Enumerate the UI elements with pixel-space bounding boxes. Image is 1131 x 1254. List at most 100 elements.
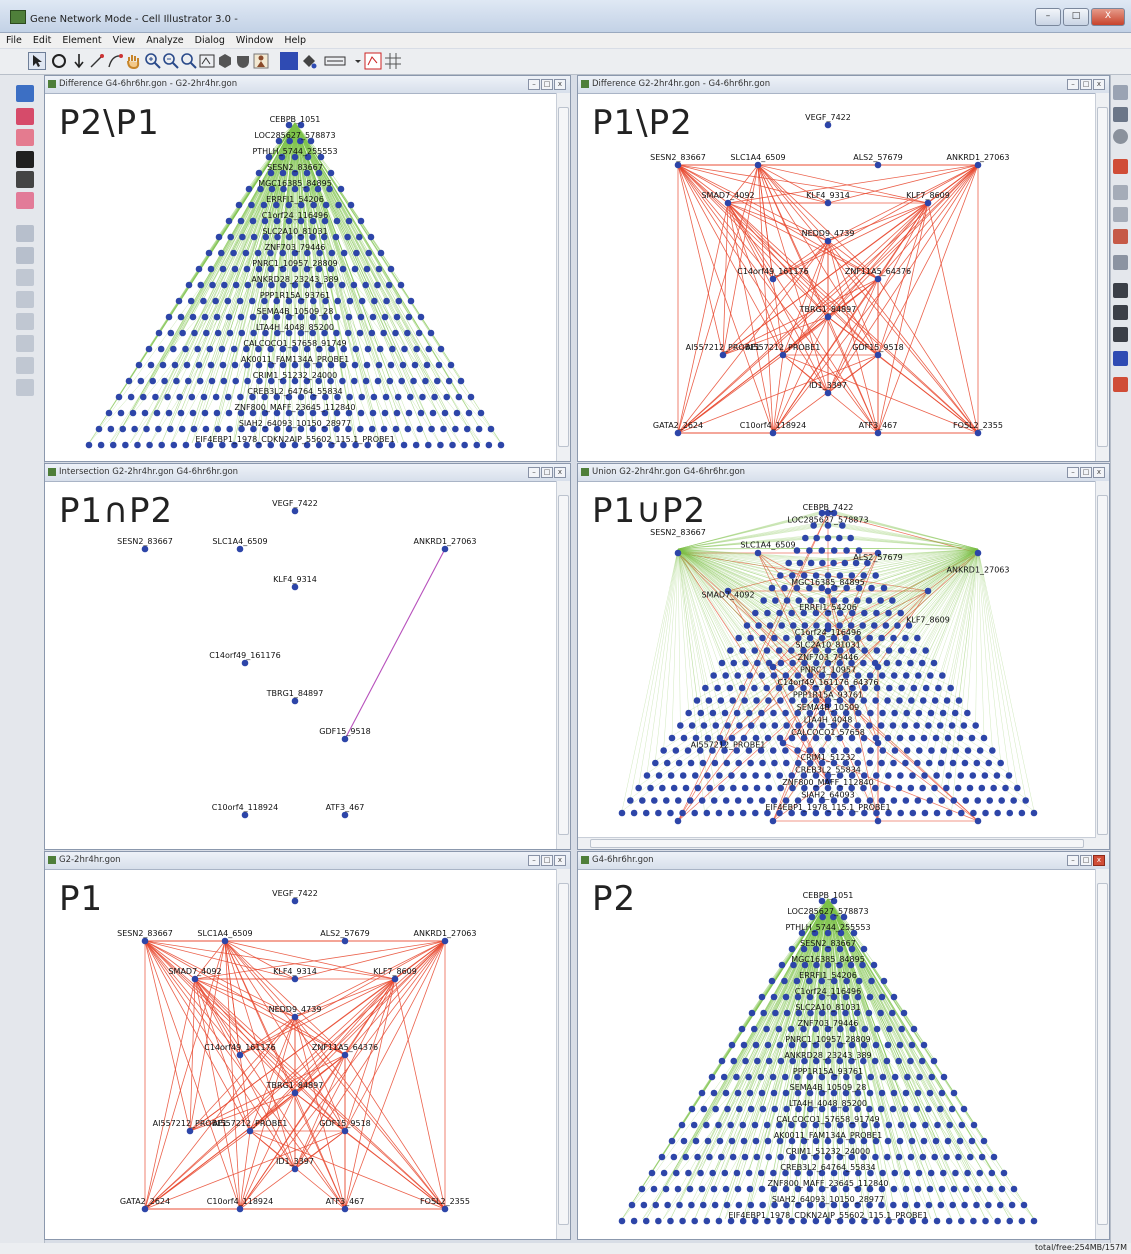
gene-node[interactable]	[297, 409, 305, 417]
gene-node[interactable]	[760, 597, 767, 604]
gene-node[interactable]	[776, 772, 784, 779]
gene-node[interactable]	[285, 233, 293, 241]
gene-node[interactable]	[848, 1041, 856, 1049]
gene-node[interactable]	[675, 759, 683, 767]
gene-node[interactable]	[297, 425, 305, 433]
gene-node[interactable]	[854, 722, 861, 729]
gene-node[interactable]	[994, 1217, 1001, 1225]
gene-node[interactable]	[332, 233, 340, 241]
gene-node[interactable]	[297, 393, 305, 401]
gene-node[interactable]	[297, 121, 305, 129]
gene-node[interactable]	[733, 1073, 740, 1081]
gene-node[interactable]	[735, 634, 742, 642]
gene-node[interactable]	[806, 1185, 814, 1193]
zoom-fit-icon[interactable]	[180, 52, 198, 70]
gene-node[interactable]	[734, 1089, 742, 1097]
gene-node[interactable]	[255, 169, 263, 177]
gene-node[interactable]	[865, 1009, 873, 1017]
gene-node[interactable]	[1006, 809, 1014, 817]
gene-node[interactable]	[173, 377, 180, 385]
gene-node[interactable]	[727, 1217, 735, 1225]
gene-node[interactable]	[280, 185, 287, 193]
gene-node[interactable]	[904, 1073, 911, 1081]
gene-node[interactable]	[954, 784, 962, 792]
gene-node[interactable]	[303, 361, 311, 369]
gene-node[interactable]	[770, 1185, 778, 1193]
gene-node[interactable]	[734, 1185, 742, 1193]
gene-node[interactable]	[655, 809, 662, 817]
gene-node[interactable]	[870, 961, 878, 969]
gene-node[interactable]	[314, 185, 322, 193]
gene-node[interactable]	[315, 265, 323, 273]
gene-node[interactable]	[769, 275, 777, 283]
gene-node[interactable]	[842, 1169, 850, 1177]
gene-node[interactable]	[380, 329, 387, 337]
gene-node[interactable]	[703, 809, 711, 817]
gene-node[interactable]	[410, 377, 417, 385]
gene-node[interactable]	[428, 425, 435, 433]
gene-node[interactable]	[948, 1105, 956, 1113]
gene-node[interactable]	[285, 329, 293, 337]
gene-node[interactable]	[990, 784, 997, 792]
gene-node[interactable]	[818, 1073, 826, 1081]
gene-node[interactable]	[1005, 772, 1013, 779]
gene-node[interactable]	[873, 609, 880, 617]
gene-node[interactable]	[747, 1201, 755, 1209]
gene-node[interactable]	[794, 797, 802, 804]
gene-node[interactable]	[812, 1057, 820, 1065]
gene-node[interactable]	[734, 672, 742, 679]
gene-node[interactable]	[716, 772, 723, 779]
gene-node[interactable]	[860, 659, 867, 667]
gene-node[interactable]	[806, 1089, 814, 1097]
gene-node[interactable]	[718, 659, 726, 667]
select-arrow-icon[interactable]	[28, 52, 46, 70]
distribute-horizontal-icon[interactable]	[16, 379, 34, 396]
gene-node[interactable]	[754, 549, 762, 557]
gene-node[interactable]	[221, 281, 228, 289]
gene-node[interactable]	[738, 1025, 746, 1033]
gene-node[interactable]	[908, 734, 916, 742]
gene-node[interactable]	[861, 809, 868, 817]
gene-node[interactable]	[698, 1185, 706, 1193]
gene-node[interactable]	[824, 1137, 832, 1145]
gene-node[interactable]	[800, 1041, 808, 1049]
gene-node[interactable]	[842, 722, 850, 729]
gene-node[interactable]	[236, 1205, 244, 1213]
gene-node[interactable]	[886, 684, 893, 692]
gene-node[interactable]	[273, 329, 281, 337]
gene-node[interactable]	[745, 709, 753, 717]
gene-node[interactable]	[659, 784, 666, 792]
gene-node[interactable]	[212, 393, 220, 401]
gene-node[interactable]	[839, 522, 846, 529]
gene-node[interactable]	[179, 329, 186, 337]
gene-node[interactable]	[824, 784, 832, 792]
gene-node[interactable]	[926, 672, 934, 679]
gene-node[interactable]	[135, 361, 143, 369]
gene-node[interactable]	[297, 217, 305, 225]
gene-node[interactable]	[855, 977, 863, 985]
gene-node[interactable]	[392, 329, 399, 337]
gene-node[interactable]	[1030, 1217, 1038, 1225]
gene-node[interactable]	[915, 709, 923, 717]
gene-node[interactable]	[328, 345, 335, 353]
gene-node[interactable]	[982, 1217, 989, 1225]
gene-node[interactable]	[382, 393, 390, 401]
gene-node[interactable]	[401, 345, 408, 353]
gene-node[interactable]	[898, 1025, 906, 1033]
gene-node[interactable]	[806, 1169, 814, 1177]
gene-node[interactable]	[765, 697, 772, 704]
new-document-icon[interactable]	[16, 85, 34, 102]
gene-node[interactable]	[730, 659, 738, 667]
gene-node[interactable]	[884, 697, 891, 704]
gene-node[interactable]	[680, 734, 688, 742]
pen-icon[interactable]	[1113, 185, 1128, 200]
gene-node[interactable]	[267, 249, 274, 257]
gene-node[interactable]	[889, 1105, 897, 1113]
gene-node[interactable]	[806, 722, 814, 729]
gene-node[interactable]	[895, 784, 903, 792]
gene-node[interactable]	[209, 281, 216, 289]
gene-node[interactable]	[674, 797, 682, 804]
gene-node[interactable]	[443, 393, 451, 401]
gene-node[interactable]	[841, 559, 849, 567]
gene-node[interactable]	[818, 977, 826, 985]
